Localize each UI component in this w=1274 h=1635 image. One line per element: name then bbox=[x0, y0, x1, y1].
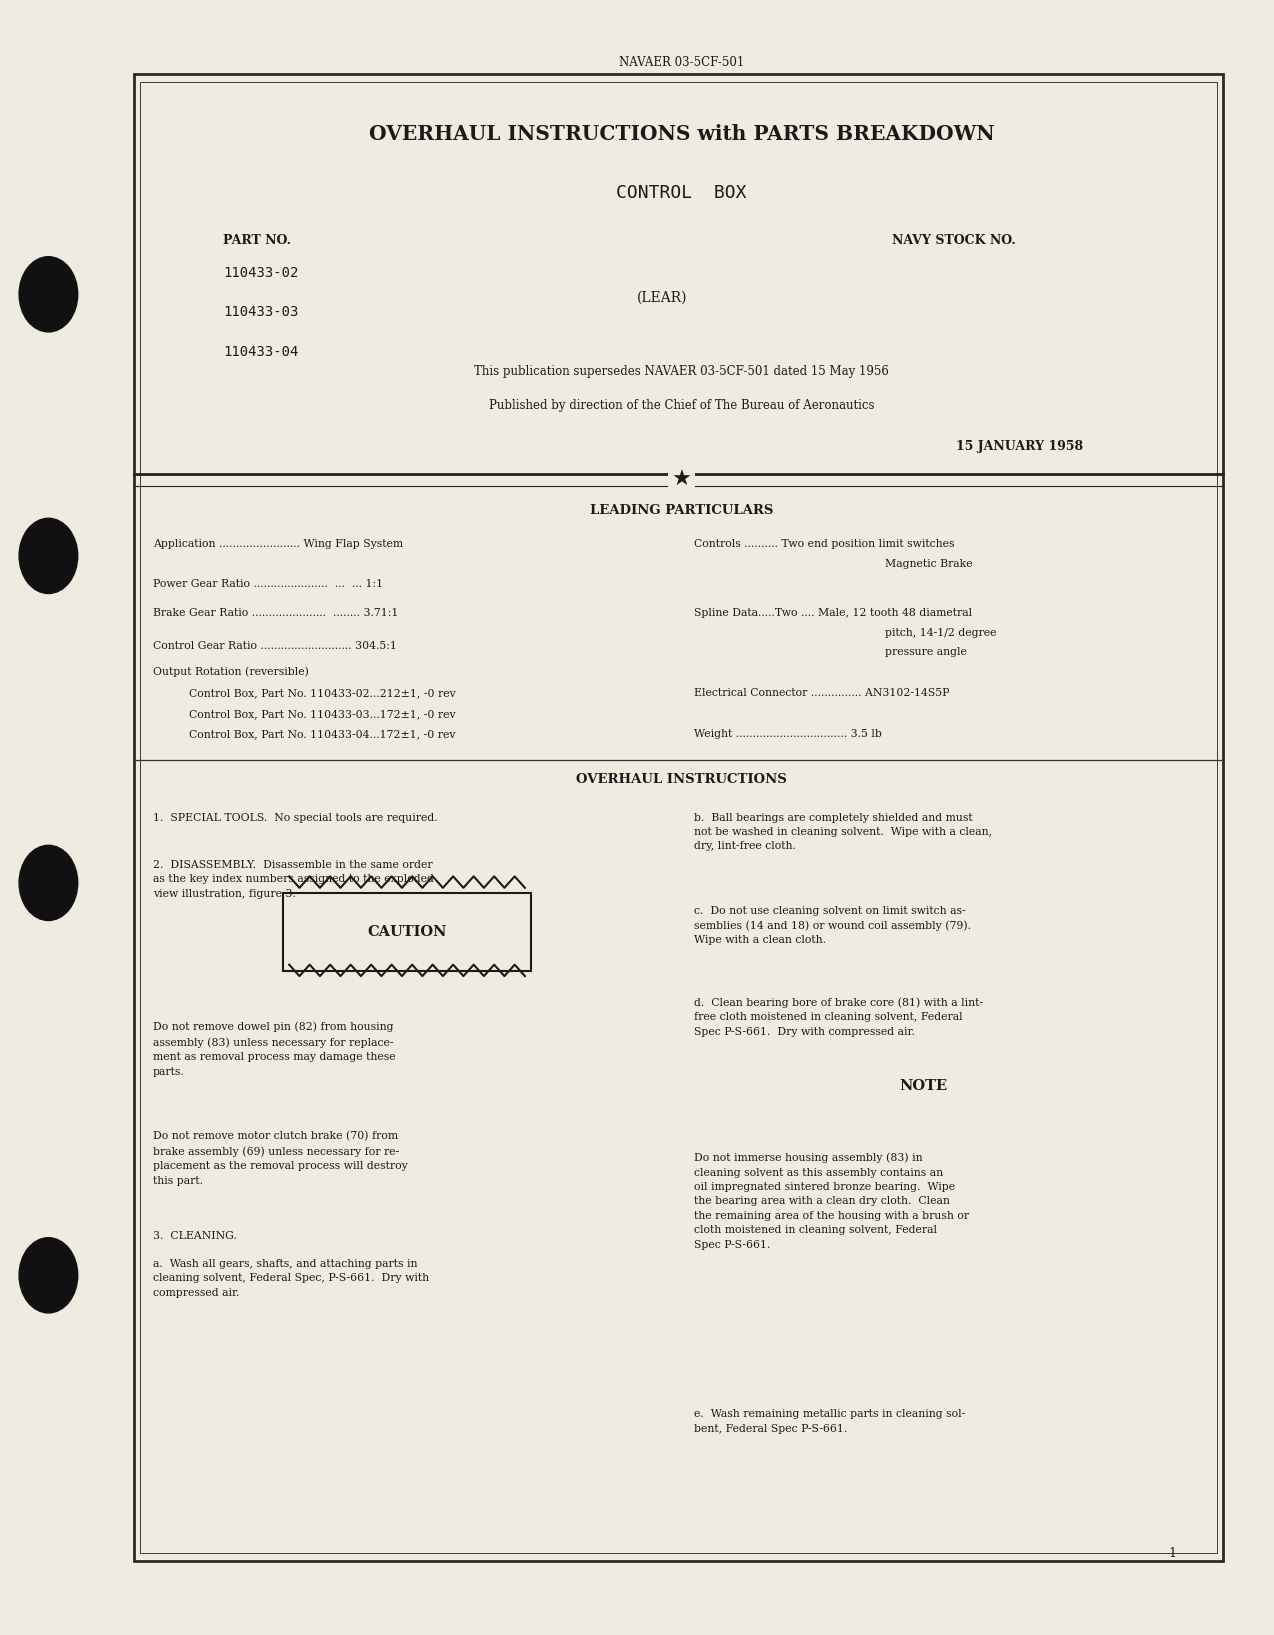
Text: Published by direction of the Chief of The Bureau of Aeronautics: Published by direction of the Chief of T… bbox=[489, 399, 874, 412]
Text: 3.  CLEANING.: 3. CLEANING. bbox=[153, 1231, 237, 1241]
Text: LEADING PARTICULARS: LEADING PARTICULARS bbox=[590, 504, 773, 517]
Text: pressure angle: pressure angle bbox=[885, 647, 967, 657]
Text: Brake Gear Ratio ......................  ........ 3.71:1: Brake Gear Ratio ...................... … bbox=[153, 608, 399, 618]
Text: d.  Clean bearing bore of brake core (81) with a lint-
free cloth moistened in c: d. Clean bearing bore of brake core (81)… bbox=[694, 997, 984, 1037]
Text: Weight ................................. 3.5 lb: Weight .................................… bbox=[694, 729, 882, 739]
Text: Spline Data.....Two .... Male, 12 tooth 48 diametral: Spline Data.....Two .... Male, 12 tooth … bbox=[694, 608, 972, 618]
Circle shape bbox=[19, 845, 78, 921]
Text: CAUTION: CAUTION bbox=[367, 925, 447, 938]
Text: Application ........................ Wing Flap System: Application ........................ Win… bbox=[153, 540, 403, 549]
Text: NAVY STOCK NO.: NAVY STOCK NO. bbox=[892, 234, 1015, 247]
Text: 110433-04: 110433-04 bbox=[223, 345, 298, 358]
Circle shape bbox=[19, 518, 78, 594]
Text: Control Box, Part No. 110433-04...172±1, -0 rev: Control Box, Part No. 110433-04...172±1,… bbox=[189, 729, 455, 739]
Text: 110433-02: 110433-02 bbox=[223, 267, 298, 280]
Text: Control Box, Part No. 110433-03...172±1, -0 rev: Control Box, Part No. 110433-03...172±1,… bbox=[189, 710, 455, 719]
Text: Do not immerse housing assembly (83) in
cleaning solvent as this assembly contai: Do not immerse housing assembly (83) in … bbox=[694, 1153, 970, 1249]
Text: Controls .......... Two end position limit switches: Controls .......... Two end position lim… bbox=[694, 540, 954, 549]
Circle shape bbox=[19, 1238, 78, 1313]
Text: 110433-03: 110433-03 bbox=[223, 306, 298, 319]
Text: e.  Wash remaining metallic parts in cleaning sol-
bent, Federal Spec P-S-661.: e. Wash remaining metallic parts in clea… bbox=[694, 1409, 966, 1434]
Text: Control Box, Part No. 110433-02...212±1, -0 rev: Control Box, Part No. 110433-02...212±1,… bbox=[189, 688, 455, 698]
Text: a.  Wash all gears, shafts, and attaching parts in
cleaning solvent, Federal Spe: a. Wash all gears, shafts, and attaching… bbox=[153, 1259, 429, 1298]
Text: 2.  DISASSEMBLY.  Disassemble in the same order
as the key index numbers assigne: 2. DISASSEMBLY. Disassemble in the same … bbox=[153, 860, 433, 899]
Text: Output Rotation (reversible): Output Rotation (reversible) bbox=[153, 667, 308, 677]
Text: Do not remove dowel pin (82) from housing
assembly (83) unless necessary for rep: Do not remove dowel pin (82) from housin… bbox=[153, 1022, 395, 1076]
Text: 15 JANUARY 1958: 15 JANUARY 1958 bbox=[956, 440, 1083, 453]
Text: 1: 1 bbox=[1168, 1547, 1176, 1560]
Text: b.  Ball bearings are completely shielded and must
not be washed in cleaning sol: b. Ball bearings are completely shielded… bbox=[694, 813, 992, 852]
Text: (LEAR): (LEAR) bbox=[637, 291, 688, 304]
Text: NOTE: NOTE bbox=[899, 1079, 948, 1092]
Text: Do not remove motor clutch brake (70) from
brake assembly (69) unless necessary : Do not remove motor clutch brake (70) fr… bbox=[153, 1131, 408, 1185]
Text: pitch, 14-1/2 degree: pitch, 14-1/2 degree bbox=[885, 628, 998, 638]
Text: Control Gear Ratio ........................... 304.5:1: Control Gear Ratio .....................… bbox=[153, 641, 396, 651]
Circle shape bbox=[19, 257, 78, 332]
Text: OVERHAUL INSTRUCTIONS with PARTS BREAKDOWN: OVERHAUL INSTRUCTIONS with PARTS BREAKDO… bbox=[368, 124, 995, 144]
Text: CONTROL  BOX: CONTROL BOX bbox=[617, 183, 747, 203]
Text: This publication supersedes NAVAER 03-5CF-501 dated 15 May 1956: This publication supersedes NAVAER 03-5C… bbox=[474, 365, 889, 378]
Text: OVERHAUL INSTRUCTIONS: OVERHAUL INSTRUCTIONS bbox=[576, 773, 787, 786]
Text: Power Gear Ratio ......................  ...  ... 1:1: Power Gear Ratio ...................... … bbox=[153, 579, 383, 589]
Text: Electrical Connector ............... AN3102-14S5P: Electrical Connector ............... AN3… bbox=[694, 688, 950, 698]
Text: c.  Do not use cleaning solvent on limit switch as-
semblies (14 and 18) or woun: c. Do not use cleaning solvent on limit … bbox=[694, 906, 971, 945]
Text: Magnetic Brake: Magnetic Brake bbox=[885, 559, 973, 569]
Text: ★: ★ bbox=[671, 469, 692, 490]
Text: NAVAER 03-5CF-501: NAVAER 03-5CF-501 bbox=[619, 56, 744, 69]
Text: 1.  SPECIAL TOOLS.  No special tools are required.: 1. SPECIAL TOOLS. No special tools are r… bbox=[153, 813, 437, 822]
Text: PART NO.: PART NO. bbox=[223, 234, 290, 247]
